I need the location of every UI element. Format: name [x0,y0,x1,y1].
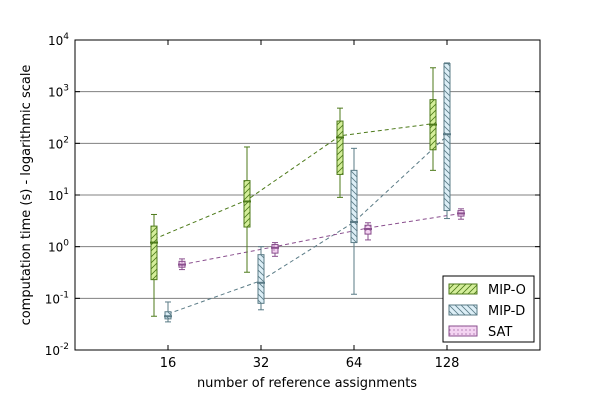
x-tick-label: 128 [435,356,460,371]
box-body [243,180,251,228]
legend-swatch-mip-o [448,283,478,295]
legend-swatch-mip-d [448,304,478,316]
x-tick-label: 16 [160,356,177,371]
legend-swatch-sat [448,325,478,337]
y-tick-label: 10-1 [45,290,69,306]
x-tick-label: 32 [253,356,270,371]
grid-lines [75,91,540,299]
box-body [336,120,344,175]
x-axis-label: number of reference assignments [197,376,417,391]
legend-label-mip-o: MIP-O [488,283,526,298]
y-axis-label: computation time (s) - logarithmic scale [19,65,34,326]
mean-line-mip-o [153,123,434,240]
box-body [150,225,158,281]
box-sat-32 [271,242,279,257]
box-sat-64 [364,222,372,241]
box-body [257,254,265,304]
box-mip-d-64 [350,147,358,295]
y-axis-ticks: 10-2 10-1 100 101 102 103 104 [45,32,540,358]
box-body [350,169,358,244]
y-tick-label: 101 [48,187,69,203]
box-mip-o-16 [150,213,158,317]
y-tick-label: 104 [48,32,69,48]
box-mip-o-32 [243,146,251,273]
y-tick-label: 103 [48,84,69,100]
box-sat-16 [178,258,186,271]
box-plots [150,62,465,323]
mean-line-mip-d [167,135,448,315]
legend-label-mip-d: MIP-D [488,304,525,319]
box-mip-d-16 [164,301,172,323]
box-mip-o-64 [336,107,344,198]
y-tick-label: 10-2 [45,342,69,358]
box-mip-o-128 [429,67,437,171]
legend: MIP-O MIP-D SAT [442,275,535,343]
x-tick-label: 64 [346,356,363,371]
y-tick-label: 100 [48,239,69,255]
box-mip-d-128 [443,62,451,220]
y-tick-label: 102 [48,135,69,151]
box-body [443,63,451,212]
mean-lines [153,123,462,315]
box-mip-d-32 [257,246,265,311]
box-body [271,244,279,254]
x-axis-ticks: 16 32 64 128 [160,40,460,371]
mean-line-sat [181,212,462,266]
box-sat-128 [457,208,465,220]
legend-label-sat: SAT [488,325,512,340]
